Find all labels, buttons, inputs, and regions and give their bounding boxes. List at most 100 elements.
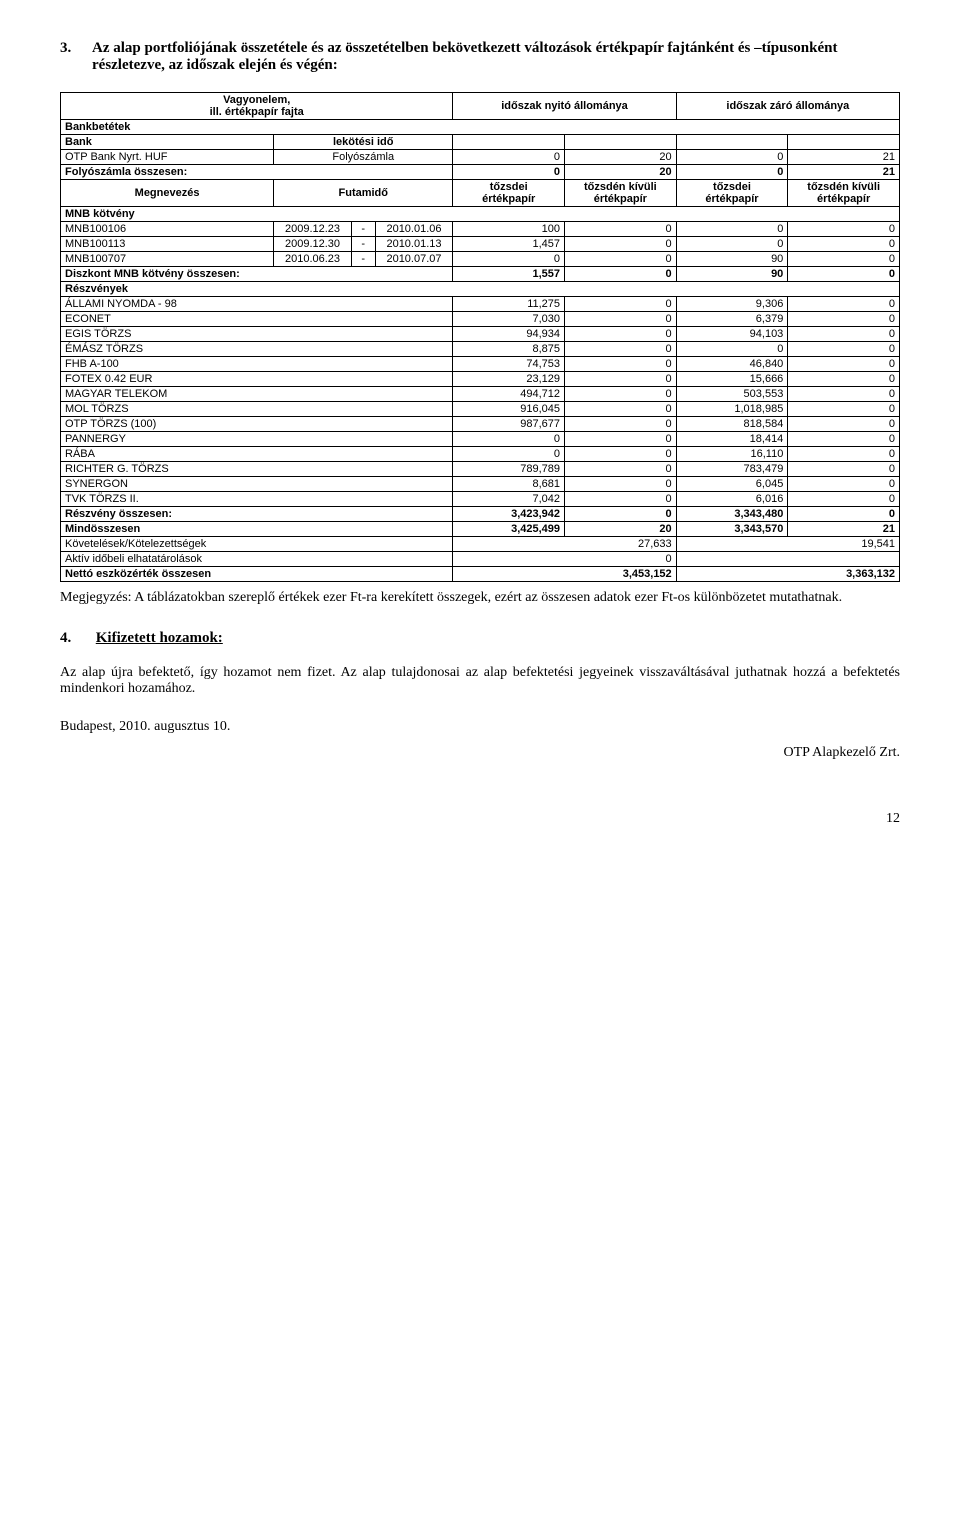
portfolio-table: Vagyonelem, ill. értékpapír fajta idősza… <box>60 92 900 582</box>
stock-v2: 1,018,985 <box>676 402 788 417</box>
ro-v1: 0 <box>565 507 677 522</box>
mo-v0: 3,425,499 <box>453 522 565 537</box>
table-row: MNB1001062009.12.23-2010.01.06100000 <box>61 222 900 237</box>
otp-v0: 0 <box>453 150 565 165</box>
stock-v3: 0 <box>788 312 900 327</box>
stock-name: OTP TÖRZS (100) <box>61 417 453 432</box>
stock-v1: 0 <box>565 327 677 342</box>
page-number: 12 <box>60 811 900 827</box>
mnb-v3: 0 <box>788 252 900 267</box>
section4-title: 4. Kifizetett hozamok: <box>60 630 900 647</box>
table-row: ÁLLAMI NYOMDA - 9811,27509,3060 <box>61 297 900 312</box>
stock-v2: 6,016 <box>676 492 788 507</box>
row-futamido: Futamidő <box>274 180 453 207</box>
stock-v1: 0 <box>565 462 677 477</box>
table-row: SYNERGON8,68106,0450 <box>61 477 900 492</box>
stock-name: EGIS TÖRZS <box>61 327 453 342</box>
stock-v0: 789,789 <box>453 462 565 477</box>
stock-v3: 0 <box>788 432 900 447</box>
otp-v2: 0 <box>676 150 788 165</box>
stock-name: SYNERGON <box>61 477 453 492</box>
stock-v2: 9,306 <box>676 297 788 312</box>
header-vagyon: Vagyonelem, ill. értékpapír fajta <box>61 93 453 120</box>
row-kovetel: Követelések/Kötelezettségek <box>61 537 453 552</box>
kov-v0: 27,633 <box>453 537 676 552</box>
row-netto: Nettó eszközérték összesen <box>61 567 453 582</box>
mo-v1: 20 <box>565 522 677 537</box>
header-zaro: időszak záró állománya <box>676 93 899 120</box>
stock-v3: 0 <box>788 402 900 417</box>
ro-v2: 3,343,480 <box>676 507 788 522</box>
stock-v1: 0 <box>565 477 677 492</box>
netto-v0: 3,453,152 <box>453 567 676 582</box>
section3-title: 3. Az alap portfoliójának összetétele és… <box>60 40 900 74</box>
stock-v2: 16,110 <box>676 447 788 462</box>
stock-v2: 94,103 <box>676 327 788 342</box>
table-row: ÉMÁSZ TÖRZS8,875000 <box>61 342 900 357</box>
mnb-v2: 0 <box>676 237 788 252</box>
stock-v0: 7,042 <box>453 492 565 507</box>
mo-v2: 3,343,570 <box>676 522 788 537</box>
row-reszveny-ossz: Részvény összesen: <box>61 507 453 522</box>
stock-v0: 74,753 <box>453 357 565 372</box>
table-row: RÁBA0016,1100 <box>61 447 900 462</box>
stock-v0: 0 <box>453 447 565 462</box>
mnb-v2: 0 <box>676 222 788 237</box>
stock-v3: 0 <box>788 357 900 372</box>
mnb-v0: 100 <box>453 222 565 237</box>
table-row: EGIS TÖRZS94,934094,1030 <box>61 327 900 342</box>
folyo-v0: 0 <box>453 165 565 180</box>
otp-v1: 20 <box>565 150 677 165</box>
row-lekotesi: lekötési idő <box>274 135 453 150</box>
section3-number: 3. <box>60 40 92 74</box>
mnb-name: MNB100113 <box>61 237 274 252</box>
stock-v0: 8,681 <box>453 477 565 492</box>
stock-v1: 0 <box>565 432 677 447</box>
mnb-d2: 2010.07.07 <box>375 252 453 267</box>
mnb-d1: 2009.12.30 <box>274 237 352 252</box>
stock-v3: 0 <box>788 372 900 387</box>
mnb-v3: 0 <box>788 222 900 237</box>
stock-v2: 15,666 <box>676 372 788 387</box>
stock-v0: 916,045 <box>453 402 565 417</box>
ro-v3: 0 <box>788 507 900 522</box>
stock-v3: 0 <box>788 387 900 402</box>
stock-v1: 0 <box>565 417 677 432</box>
mnb-name: MNB100707 <box>61 252 274 267</box>
stock-v2: 0 <box>676 342 788 357</box>
stock-name: ECONET <box>61 312 453 327</box>
stock-v0: 23,129 <box>453 372 565 387</box>
table-row: MOL TÖRZS916,04501,018,9850 <box>61 402 900 417</box>
stock-v0: 987,677 <box>453 417 565 432</box>
row-mindossz: Mindösszesen <box>61 522 453 537</box>
mnb-v1: 0 <box>565 237 677 252</box>
otp-v3: 21 <box>788 150 900 165</box>
stock-v0: 94,934 <box>453 327 565 342</box>
diszkont-v0: 1,557 <box>453 267 565 282</box>
stock-name: RÁBA <box>61 447 453 462</box>
stock-v1: 0 <box>565 447 677 462</box>
mnb-v1: 0 <box>565 222 677 237</box>
stock-v0: 8,875 <box>453 342 565 357</box>
table-row: MNB1007072010.06.23-2010.07.0700900 <box>61 252 900 267</box>
diszkont-v3: 0 <box>788 267 900 282</box>
table-row: FOTEX 0.42 EUR23,129015,6660 <box>61 372 900 387</box>
row-reszvenyek: Részvények <box>61 282 900 297</box>
stock-v1: 0 <box>565 387 677 402</box>
folyo-v2: 0 <box>676 165 788 180</box>
mnb-d2: 2010.01.13 <box>375 237 453 252</box>
table-row: TVK TÖRZS II.7,04206,0160 <box>61 492 900 507</box>
sub3: tőzsdén kívüli értékpapír <box>788 180 900 207</box>
stock-v3: 0 <box>788 462 900 477</box>
stock-v2: 783,479 <box>676 462 788 477</box>
netto-v1: 3,363,132 <box>676 567 899 582</box>
row-diszkont: Diszkont MNB kötvény összesen: <box>61 267 453 282</box>
stock-v2: 6,045 <box>676 477 788 492</box>
stock-name: ÁLLAMI NYOMDA - 98 <box>61 297 453 312</box>
stock-v1: 0 <box>565 492 677 507</box>
mnb-d1: 2010.06.23 <box>274 252 352 267</box>
stock-v2: 46,840 <box>676 357 788 372</box>
stock-v2: 503,553 <box>676 387 788 402</box>
section4-number: 4. <box>60 630 92 647</box>
mnb-d1: 2009.12.23 <box>274 222 352 237</box>
